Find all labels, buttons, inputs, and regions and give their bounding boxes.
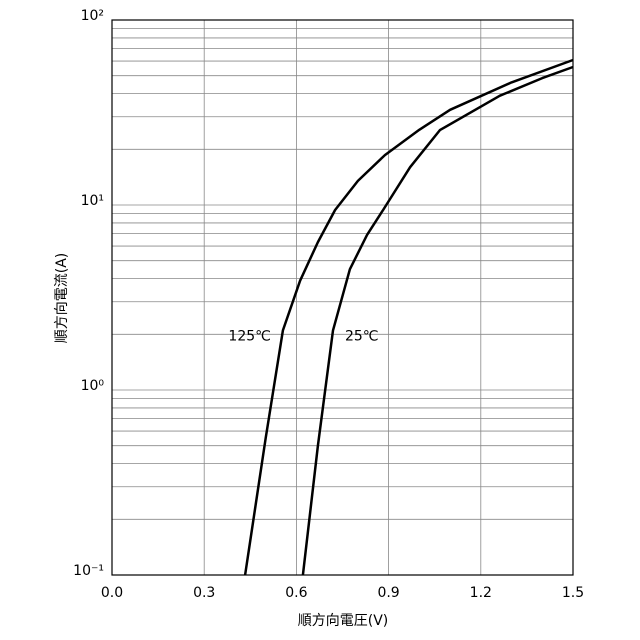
curve [245, 60, 573, 575]
y-tick-label: 10² [81, 8, 104, 24]
x-tick-label: 1.2 [470, 585, 492, 601]
curve-label: 25℃ [345, 328, 379, 344]
x-tick-label: 0.3 [193, 585, 215, 601]
curve-label: 125℃ [228, 328, 270, 344]
x-tick-label: 1.5 [562, 585, 584, 601]
y-tick-label: 10¹ [81, 193, 104, 209]
curve [303, 67, 573, 575]
x-tick-label: 0.0 [101, 585, 123, 601]
x-tick-label: 0.9 [377, 585, 399, 601]
x-axis-label: 順方向電圧(V) [298, 613, 389, 629]
y-tick-label: 10⁻¹ [73, 563, 104, 579]
x-tick-label: 0.6 [285, 585, 307, 601]
y-tick-label: 10⁰ [81, 378, 105, 394]
chart: 順方向電圧(V) 順方向電流(A) 10⁻¹ 10⁰ 10¹ 10² 0.0 0.3 0.6… [0, 0, 640, 640]
y-axis-label: 順方向電流(A) [54, 253, 70, 344]
